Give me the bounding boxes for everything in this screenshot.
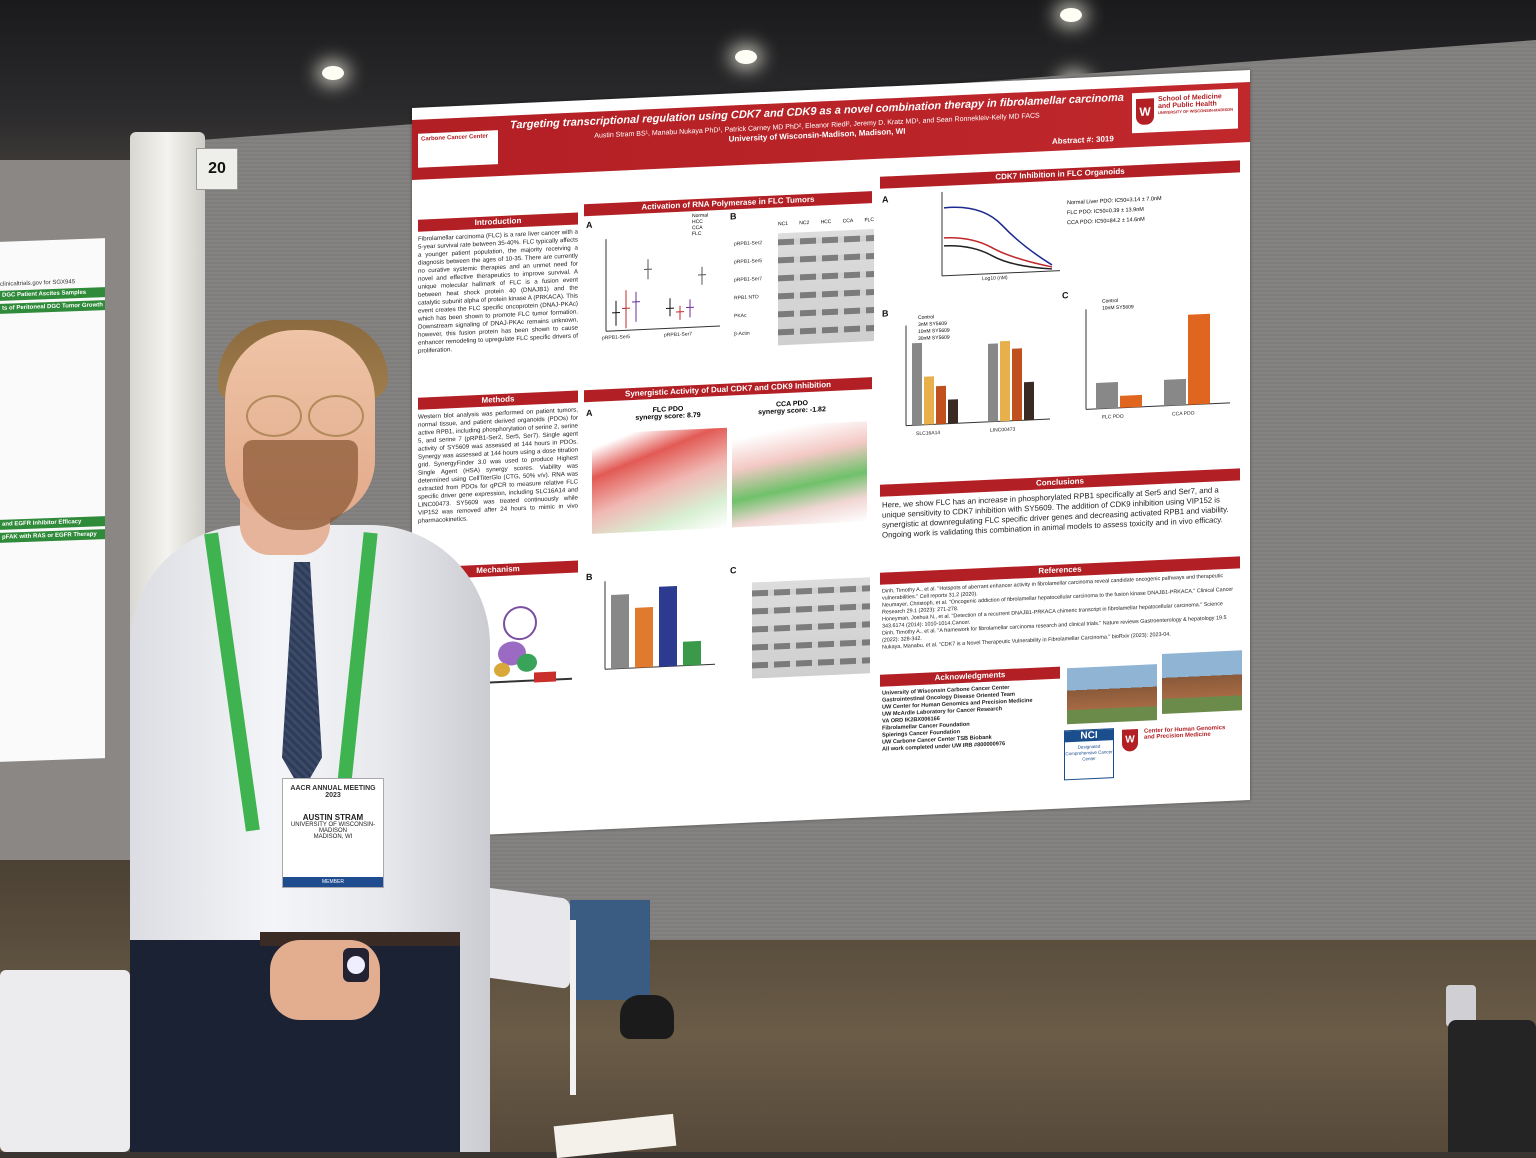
presenter: AACR ANNUAL MEETING 2023 AUSTIN STRAM UN… (60, 300, 500, 1152)
viability-curve-chart: Log10 (nM) (932, 182, 1062, 288)
synergy-surface-flc (592, 428, 727, 534)
neighbor-poster-url: clinicaltrials.gov for SGX945 (0, 278, 105, 288)
abstract-number: Abstract #: 3019 (1052, 134, 1114, 146)
chair-leg (570, 920, 576, 1095)
slc-expression-chart: Control 3nM SY5609 10nM SY5609 30nM SY56… (892, 309, 1052, 446)
blot-column: NC2 (799, 220, 809, 226)
badge-type: MEMBER (283, 877, 383, 887)
badge-location: MADISON, WI (283, 834, 383, 840)
nci-logo: NCI Designated Comprehensive Cancer Cent… (1064, 728, 1114, 780)
wristwatch-icon (343, 948, 369, 982)
legend-item: 10nM SY5609 (1102, 304, 1134, 312)
blot-row-label: RPB1 NTD (734, 294, 759, 301)
panel-c-label: C (730, 565, 737, 575)
panel-a-label: A (586, 408, 593, 418)
panel-b-label: B (586, 572, 593, 582)
x-tick-label: CCA PDO (1172, 410, 1195, 417)
blot-columns: NC1 NC2 HCC CCA FLC (778, 217, 874, 227)
neighbor-poster-header: DGC Patient Ascites Samples (0, 287, 105, 301)
blot-column: CCA (843, 218, 854, 224)
bar-chart-svg (597, 572, 717, 677)
genomics-logo: W Center for Human Genomics and Precisio… (1122, 725, 1232, 742)
blot-row-label: PKAc (734, 313, 747, 320)
acknowledgments-list: University of Wisconsin Carbone Cancer C… (882, 682, 1062, 753)
blot-row-label: β-Actin (734, 331, 750, 338)
slc16a14-bar-svg (1072, 293, 1232, 420)
uw-crest-icon: W (1136, 98, 1154, 125)
panel-b-legend: Control 3nM SY5609 10nM SY5609 30nM SY56… (918, 314, 950, 343)
blot-band (752, 639, 870, 650)
glasses-lens (308, 395, 364, 437)
nci-text: Designated Comprehensive Cancer Center (1065, 740, 1113, 763)
synergy-b-title: CCA PDO synergy score: -1.82 (732, 398, 852, 423)
combination-blot (752, 577, 870, 678)
blot-band (778, 253, 874, 263)
linc00473-bar-chart (597, 572, 717, 677)
panel-c-label: C (1062, 290, 1069, 300)
panel-a-label: A (586, 220, 593, 230)
name-badge: AACR ANNUAL MEETING 2023 AUSTIN STRAM UN… (282, 778, 384, 888)
panel-a-label: A (882, 194, 889, 204)
blot-row-label: pRPB1-Ser5 (734, 258, 762, 265)
expression-bar-svg (892, 309, 1052, 436)
booth-number: 20 (196, 148, 238, 190)
x-tick-label: FLC PDO (1102, 414, 1124, 421)
blot-row-label: pRPB1-Ser2 (734, 240, 762, 247)
carbone-logo: Carbone Cancer Center (418, 130, 498, 168)
uw-crest-icon: W (1122, 729, 1138, 752)
hospital-photo (1067, 664, 1157, 724)
x-tick-label: pRPB1-Ser5 (602, 334, 630, 341)
cdk7-legend: Normal Liver PDO: IC50=3.14 ± 7.0nM FLC … (1067, 191, 1217, 228)
panel-b-label: B (730, 211, 737, 221)
blot-band (752, 657, 870, 668)
badge-name: AUSTIN STRAM (283, 813, 383, 822)
blot-column: FLC (865, 217, 874, 223)
uw-logo: W School of Medicine and Public Health U… (1132, 88, 1238, 133)
blot-column: HCC (821, 219, 832, 225)
genomics-logo-text: Center for Human Genomics and Precision … (1144, 725, 1225, 741)
synergy-a-title: FLC PDO synergy score: 8.79 (608, 404, 728, 429)
legend-item: FLC (692, 229, 732, 237)
viability-curve-svg (932, 182, 1062, 288)
blot-band (778, 271, 874, 281)
panel-c-legend: Control 10nM SY5609 (1102, 297, 1134, 312)
panel-b-label: B (882, 308, 889, 318)
ceiling-light (322, 66, 344, 80)
blot-band (778, 307, 874, 317)
panel-a-legend: Normal HCC CCA FLC (692, 211, 732, 247)
x-tick-label: pRPB1-Ser7 (664, 331, 692, 338)
trash-bin (1448, 1020, 1536, 1152)
research-poster: Carbone Cancer Center Targeting transcri… (412, 70, 1250, 838)
blot-band (752, 603, 870, 614)
blot-band (752, 621, 870, 632)
western-blot: NC1 NC2 HCC CCA FLC pRPB1-Ser2 pRPB1-Ser… (734, 217, 874, 353)
blot-band (778, 325, 874, 335)
background-person-shoe (620, 995, 674, 1039)
blot-band (778, 289, 874, 299)
blot-column: NC1 (778, 221, 788, 227)
blot-image (778, 229, 874, 345)
ceiling-light (1060, 8, 1082, 22)
blot-band (778, 235, 874, 245)
x-tick-label: LINC00473 (990, 427, 1015, 434)
references-list: Dinh, Timothy A., et al. "Hotspots of ab… (882, 572, 1238, 651)
x-axis-label: Log10 (nM) (982, 275, 1008, 282)
badge-event: AACR ANNUAL MEETING 2023 (283, 785, 383, 799)
glasses-icon (240, 395, 370, 435)
x-tick-label: SLC16A14 (916, 430, 940, 437)
synergy-surface-cca (732, 421, 867, 527)
blot-row-label: pRPB1-Ser7 (734, 276, 762, 283)
badge-institution: UNIVERSITY OF WISCONSIN-MADISON (283, 822, 383, 834)
ceiling-light (735, 50, 757, 64)
glasses-lens (246, 395, 302, 437)
building-photo (1162, 650, 1242, 714)
blot-band (752, 585, 870, 596)
legend-item: 30nM SY5609 (918, 335, 950, 343)
slc16a14-chart: Control 10nM SY5609 FLC PDO CCA PDO (1072, 293, 1232, 430)
